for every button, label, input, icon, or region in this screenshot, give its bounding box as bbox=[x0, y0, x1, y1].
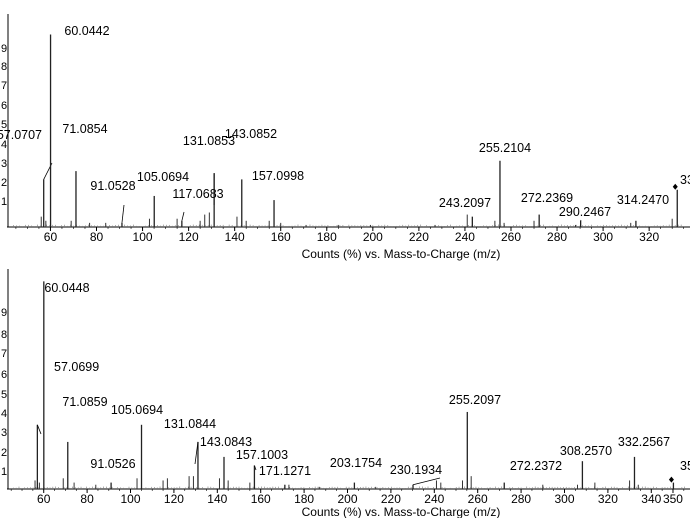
x-tick-label: 260 bbox=[468, 492, 488, 506]
peak-label: 332.2 bbox=[680, 173, 690, 187]
x-tick-label: 240 bbox=[424, 492, 444, 506]
x-tick-label: 340 bbox=[641, 492, 661, 506]
peak-label: 57.0707 bbox=[0, 128, 42, 142]
peak-label: 203.1754 bbox=[330, 456, 382, 470]
x-tick-label: 180 bbox=[317, 230, 337, 244]
x-tick-label: 100 bbox=[120, 492, 140, 506]
y-tick-label: 4 bbox=[1, 408, 7, 420]
y-tick-label: 1 bbox=[1, 466, 7, 478]
x-tick-label: 160 bbox=[251, 492, 271, 506]
x-tick-label: 80 bbox=[90, 230, 104, 244]
x-tick-label: 60 bbox=[37, 492, 51, 506]
x-tick-label: 120 bbox=[164, 492, 184, 506]
x-tick-label: 320 bbox=[639, 230, 659, 244]
peak-label: 272.2369 bbox=[521, 191, 573, 205]
label-leader-line bbox=[413, 478, 440, 485]
peak-label: 171.1271 bbox=[259, 464, 311, 478]
peak-label: 71.0854 bbox=[62, 122, 107, 136]
peak-label: 255.2097 bbox=[449, 393, 501, 407]
peak-label: 157.0998 bbox=[252, 169, 304, 183]
x-tick-label: 280 bbox=[547, 230, 567, 244]
y-tick-label: 3 bbox=[1, 427, 7, 439]
x-tick-label: 200 bbox=[337, 492, 357, 506]
x-axis-label: Counts (%) vs. Mass-to-Charge (m/z) bbox=[302, 247, 501, 261]
x-tick-label: 240 bbox=[455, 230, 475, 244]
x-tick-label: 280 bbox=[511, 492, 531, 506]
label-leader-line bbox=[122, 205, 124, 223]
x-tick-label: 140 bbox=[225, 230, 245, 244]
y-tick-label: 2 bbox=[1, 177, 7, 189]
x-tick-label: 300 bbox=[593, 230, 613, 244]
peak-label: 143.0843 bbox=[200, 435, 252, 449]
peak-label: 60.0448 bbox=[44, 281, 89, 295]
x-tick-label: 260 bbox=[501, 230, 521, 244]
peak-label: 272.2372 bbox=[510, 459, 562, 473]
x-tick-label: 180 bbox=[294, 492, 314, 506]
x-axis-label: Counts (%) vs. Mass-to-Charge (m/z) bbox=[302, 505, 501, 518]
x-tick-label: 300 bbox=[554, 492, 574, 506]
precursor-marker-icon bbox=[673, 184, 678, 190]
y-tick-label: 6 bbox=[1, 100, 7, 112]
peak-label: 71.0859 bbox=[62, 395, 107, 409]
x-tick-label: 120 bbox=[179, 230, 199, 244]
peak-label: 91.0526 bbox=[90, 457, 135, 471]
y-tick-label: 5 bbox=[1, 389, 7, 401]
x-tick-label: 60 bbox=[44, 230, 58, 244]
x-tick-label: 200 bbox=[363, 230, 383, 244]
peak-label: 60.0442 bbox=[64, 24, 109, 38]
y-tick-label: 8 bbox=[1, 61, 7, 73]
peak-label: 314.2470 bbox=[617, 193, 669, 207]
peak-label: 57.0699 bbox=[54, 360, 99, 374]
x-tick-label: 100 bbox=[133, 230, 153, 244]
peak-label: 290.2467 bbox=[559, 205, 611, 219]
peak-label: 332.2567 bbox=[618, 435, 670, 449]
peak-label: 91.0528 bbox=[90, 179, 135, 193]
peak-label: 230.1934 bbox=[390, 463, 442, 477]
peak-label: 105.0694 bbox=[137, 170, 189, 184]
precursor-marker-icon bbox=[669, 477, 674, 483]
y-tick-label: 3 bbox=[1, 158, 7, 170]
peak-label: 143.0852 bbox=[225, 127, 277, 141]
peak-label: 157.1003 bbox=[236, 448, 288, 462]
y-tick-label: 1 bbox=[1, 196, 7, 208]
peak-label: 255.2104 bbox=[479, 141, 531, 155]
x-tick-label: 80 bbox=[80, 492, 94, 506]
x-tick-label: 140 bbox=[207, 492, 227, 506]
peak-label: 131.0844 bbox=[164, 417, 216, 431]
label-leader-line bbox=[182, 212, 184, 221]
x-tick-label: 220 bbox=[381, 492, 401, 506]
peak-label: 308.2570 bbox=[560, 444, 612, 458]
peak-label: 105.0694 bbox=[111, 403, 163, 417]
y-tick-label: 7 bbox=[1, 80, 7, 92]
x-tick-label: 350 bbox=[663, 492, 683, 506]
y-tick-label: 9 bbox=[1, 43, 7, 55]
peak-label: 350.2 bbox=[680, 459, 690, 473]
x-tick-label: 160 bbox=[271, 230, 291, 244]
y-tick-label: 8 bbox=[1, 329, 7, 341]
y-tick-label: 9 bbox=[1, 307, 7, 319]
x-tick-label: 320 bbox=[598, 492, 618, 506]
peak-label: 243.2097 bbox=[439, 196, 491, 210]
y-tick-label: 7 bbox=[1, 348, 7, 360]
peak-label: 117.0683 bbox=[172, 187, 223, 201]
y-tick-label: 6 bbox=[1, 369, 7, 381]
y-tick-label: 2 bbox=[1, 447, 7, 459]
x-tick-label: 220 bbox=[409, 230, 429, 244]
